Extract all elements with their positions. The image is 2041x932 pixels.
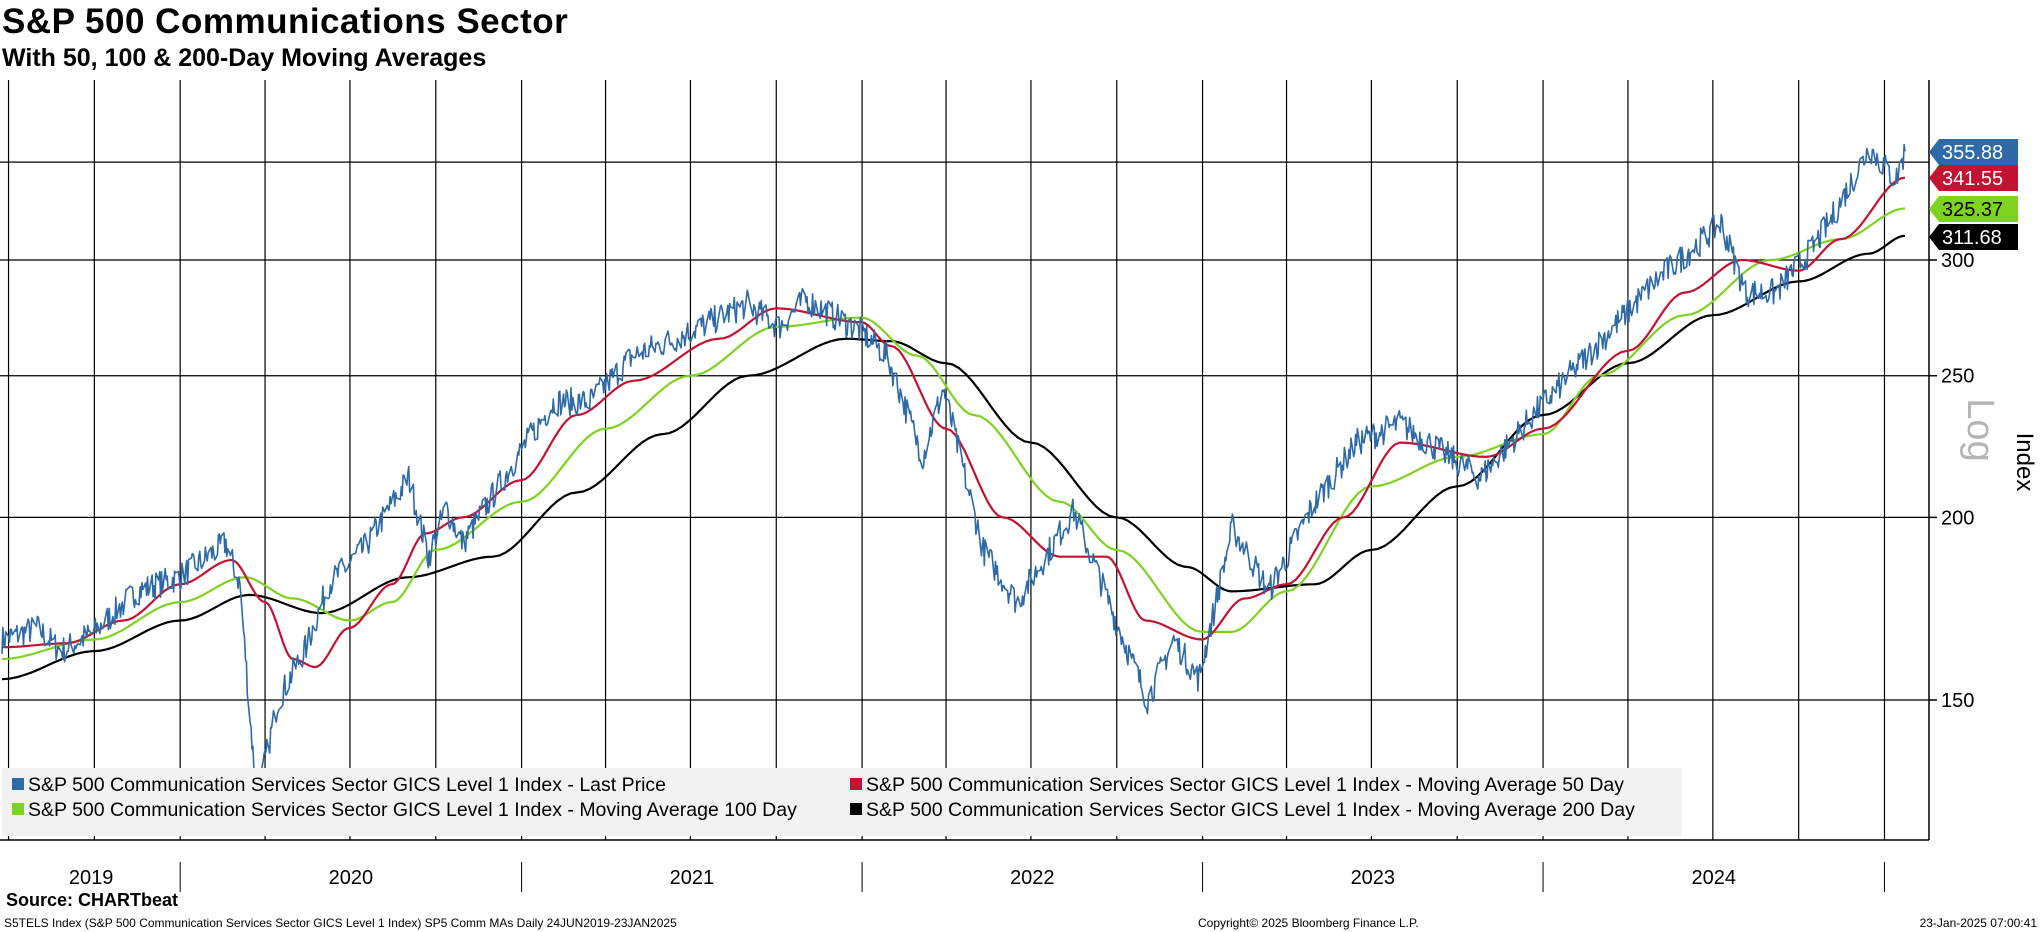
chart-subtitle: With 50, 100 & 200-Day Moving Averages — [2, 44, 487, 72]
badge-value: 341.55 — [1942, 168, 2003, 190]
legend-item-ma100: S&P 500 Communication Services Sector GI… — [12, 799, 797, 821]
badge-shape — [1929, 196, 2018, 222]
x-year-label: 2019 — [69, 867, 114, 889]
series-line-ma100 — [1, 207, 1906, 661]
x-year-label: 2024 — [1692, 867, 1737, 889]
last-value-badges: 355.88 341.55 325.37 311.68 — [1929, 139, 2018, 250]
y-tick-label: 200 — [1941, 507, 1974, 529]
series-layer — [1, 143, 1906, 810]
x-year-label: 2022 — [1010, 867, 1055, 889]
x-axis-years: 2019 2020 2021 2022 2023 2024 — [69, 862, 1885, 892]
badge-value: 325.37 — [1942, 199, 2003, 221]
legend-label: S&P 500 Communication Services Sector GI… — [28, 799, 797, 821]
log-scale-label: Log — [1959, 398, 2001, 461]
y-axis-title: Index — [2011, 433, 2038, 492]
y-tick-label: 150 — [1941, 690, 1974, 712]
badge-ma100: 325.37 — [1929, 196, 2018, 222]
badge-value: 311.68 — [1942, 227, 2002, 249]
legend-label: S&P 500 Communication Services Sector GI… — [866, 774, 1624, 796]
y-axis: 150 200 250 300 — [0, 80, 1974, 841]
footer-description: S5TELS Index (S&P 500 Communication Serv… — [4, 916, 677, 930]
badge-last-price: 355.88 — [1929, 139, 2018, 165]
series-line-ma200 — [1, 234, 1906, 681]
badge-shape — [1929, 165, 2018, 191]
badge-shape — [1929, 139, 2018, 165]
legend-label: S&P 500 Communication Services Sector GI… — [866, 799, 1635, 821]
x-year-label: 2023 — [1351, 867, 1396, 889]
badge-ma50: 341.55 — [1929, 165, 2018, 191]
legend-background — [2, 768, 1682, 836]
x-year-label: 2021 — [670, 867, 715, 889]
source-label: Source: CHARTbeat — [6, 890, 179, 910]
legend-item-last-price: S&P 500 Communication Services Sector GI… — [12, 774, 666, 796]
legend-item-ma50: S&P 500 Communication Services Sector GI… — [850, 774, 1624, 796]
y-tick-label: 300 — [1941, 250, 1974, 272]
badge-ma200: 311.68 — [1929, 224, 2018, 250]
footer-timestamp: 23-Jan-2025 07:00:41 — [1919, 916, 2037, 930]
footer-copyright: Copyright© 2025 Bloomberg Finance L.P. — [1198, 916, 1419, 930]
legend-swatch — [850, 803, 862, 815]
x-year-label: 2020 — [329, 867, 374, 889]
legend-label: S&P 500 Communication Services Sector GI… — [28, 774, 666, 796]
chart-title: S&P 500 Communications Sector — [2, 2, 569, 41]
legend-swatch — [12, 803, 24, 815]
chart-grid — [0, 80, 1929, 840]
badge-shape — [1929, 224, 2018, 250]
legend: S&P 500 Communication Services Sector GI… — [2, 768, 1682, 836]
legend-item-ma200: S&P 500 Communication Services Sector GI… — [850, 799, 1635, 821]
y-tick-label: 250 — [1941, 366, 1974, 388]
badge-value: 355.88 — [1942, 142, 2003, 164]
legend-swatch — [850, 778, 862, 790]
legend-swatch — [12, 778, 24, 790]
series-line-last-price — [1, 143, 1906, 810]
